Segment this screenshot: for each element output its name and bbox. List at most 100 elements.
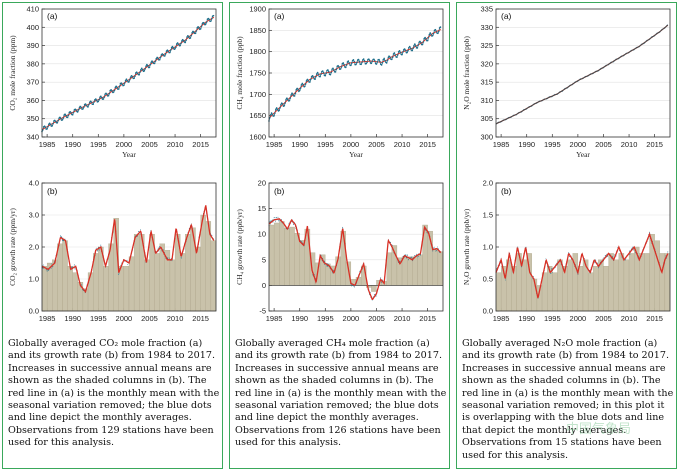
co2-annual-column [133, 234, 140, 312]
ch4-growth-trend-series [268, 218, 442, 301]
ch4-monthly-point [386, 59, 389, 61]
4-ytick-label: 315 [480, 78, 493, 87]
co2-monthly-point [84, 103, 87, 105]
ch4-monthly-point [312, 76, 315, 78]
2-xtick-label: 1990 [291, 140, 308, 149]
ch4-monthly-point [411, 49, 414, 52]
ch4-monthly-point [299, 87, 302, 89]
ch4-monthly-point [356, 61, 358, 64]
ch4-monthly-point [279, 106, 281, 109]
ch4-monthly-point [322, 72, 325, 74]
co2-monthly-point [189, 37, 192, 39]
1-xtick-label: 1995 [90, 314, 107, 323]
n2o-overlap-series [495, 24, 669, 125]
n2o-annual-column [613, 259, 619, 312]
co2-monthly-point [97, 100, 100, 103]
0-xtick-label: 2015 [192, 140, 209, 149]
n2o-annual-column [639, 253, 645, 312]
ch4-monthly-point [304, 85, 306, 88]
ch4-monthly-point [332, 67, 334, 70]
2-ytick-label: 1600 [249, 133, 266, 142]
co2-monthly-series [41, 15, 215, 132]
co2-monthly-point [170, 46, 173, 49]
n2o-annual-column [618, 253, 625, 312]
ch4-monthly-point [338, 65, 340, 68]
co2-monthly-point [199, 28, 202, 30]
4-ytick-label: 330 [480, 23, 493, 32]
co2-monthly-point [164, 55, 166, 57]
ch4-monthly-point [361, 61, 363, 64]
ch4-panel: 1600 1650 1700 1750 1800 1850 1900 1985 1990 1995… [229, 2, 450, 469]
ch4-monthly-point [409, 47, 412, 50]
ch4-panel-label: (a) [274, 11, 285, 21]
co2-annual-column [41, 266, 48, 312]
co2-monthly-point [151, 60, 153, 62]
co2-caption: Globally averaged CO₂ mole fraction (a) … [8, 338, 220, 449]
co2-annual-column [144, 259, 150, 312]
n2o-trend-series [495, 24, 669, 125]
ch4-monthly-point [294, 92, 297, 94]
n2o-annual-column [521, 259, 527, 312]
ch4-monthly-series [268, 26, 442, 122]
4-xtick-label: 2015 [646, 140, 663, 149]
ch4-monthly-point [427, 36, 430, 39]
ch4-ylabel: CH₄ mole fraction (ppb) [235, 36, 244, 110]
ch4-monthly-point [352, 59, 355, 61]
co2-monthly-point [205, 21, 208, 23]
ch4-monthly-point [430, 33, 432, 36]
ch4-plot-frame-b [268, 182, 444, 312]
co2-monthly-point [164, 52, 167, 55]
ch4-monthly-point [348, 61, 350, 64]
ch4-monthly-point [422, 41, 425, 43]
ch4-annual-column [432, 249, 439, 286]
co2-annual-column [46, 262, 53, 312]
co2-monthly-point [77, 108, 80, 111]
n2o-annual-column [628, 253, 635, 312]
ch4-monthly-point [288, 99, 291, 102]
co2-monthly-point [95, 99, 98, 102]
n2o-caption: Globally averaged N₂O mole fraction (a) … [462, 338, 674, 461]
1-ytick-label: 0.0 [29, 307, 39, 316]
ch4-monthly-point [309, 78, 312, 81]
co2-monthly-point [47, 125, 49, 128]
co2-monthly-point [146, 64, 149, 67]
ch4-monthly-point [437, 30, 440, 33]
5-ytick-label: 0.5 [483, 275, 493, 284]
ch4-annual-column [294, 233, 300, 286]
ch4-monthly-point [408, 45, 411, 48]
co2-monthly-point [93, 101, 95, 103]
n2o-annual-column [608, 253, 614, 312]
3-ytick-label: -5 [259, 307, 266, 316]
n2o-panel-label-b: (b) [501, 186, 512, 196]
co2-monthly-point [171, 45, 174, 48]
ch4-monthly-point [270, 112, 273, 114]
co2-monthly-point [169, 51, 171, 54]
ch4-monthly-point [305, 80, 308, 82]
co2-monthly-point [114, 86, 117, 89]
ch4-monthly-point [320, 73, 322, 75]
n2o-xlabel: Year [576, 150, 590, 159]
co2-monthly-point [201, 22, 204, 25]
co2-monthly-point [80, 106, 83, 109]
ch4-monthly-point [371, 60, 374, 63]
ch4-monthly-point [428, 33, 431, 36]
co2-monthly-point [85, 104, 88, 106]
co2-monthly-point [123, 84, 125, 87]
ch4-monthly-point [391, 56, 394, 58]
co2-annual-column [210, 240, 217, 312]
ch4-monthly-point [291, 92, 293, 95]
ch4-monthly-point [435, 30, 437, 32]
co2-monthly-point [196, 27, 199, 29]
n2o-annual-column [567, 259, 573, 312]
co2-annual-column [185, 234, 191, 312]
ch4-monthly-point [311, 74, 314, 77]
ch4-annual-column [371, 285, 377, 292]
ch4-monthly-point [330, 71, 333, 74]
2-ytick-label: 1750 [249, 69, 266, 78]
co2-monthly-point [121, 83, 123, 85]
ch4-monthly-point [325, 72, 327, 75]
co2-monthly-point [212, 14, 215, 17]
ch4-monthly-point [340, 66, 343, 68]
ch4-caption: Globally averaged CH₄ mole fraction (a) … [235, 338, 447, 449]
co2-monthly-point [153, 62, 156, 65]
